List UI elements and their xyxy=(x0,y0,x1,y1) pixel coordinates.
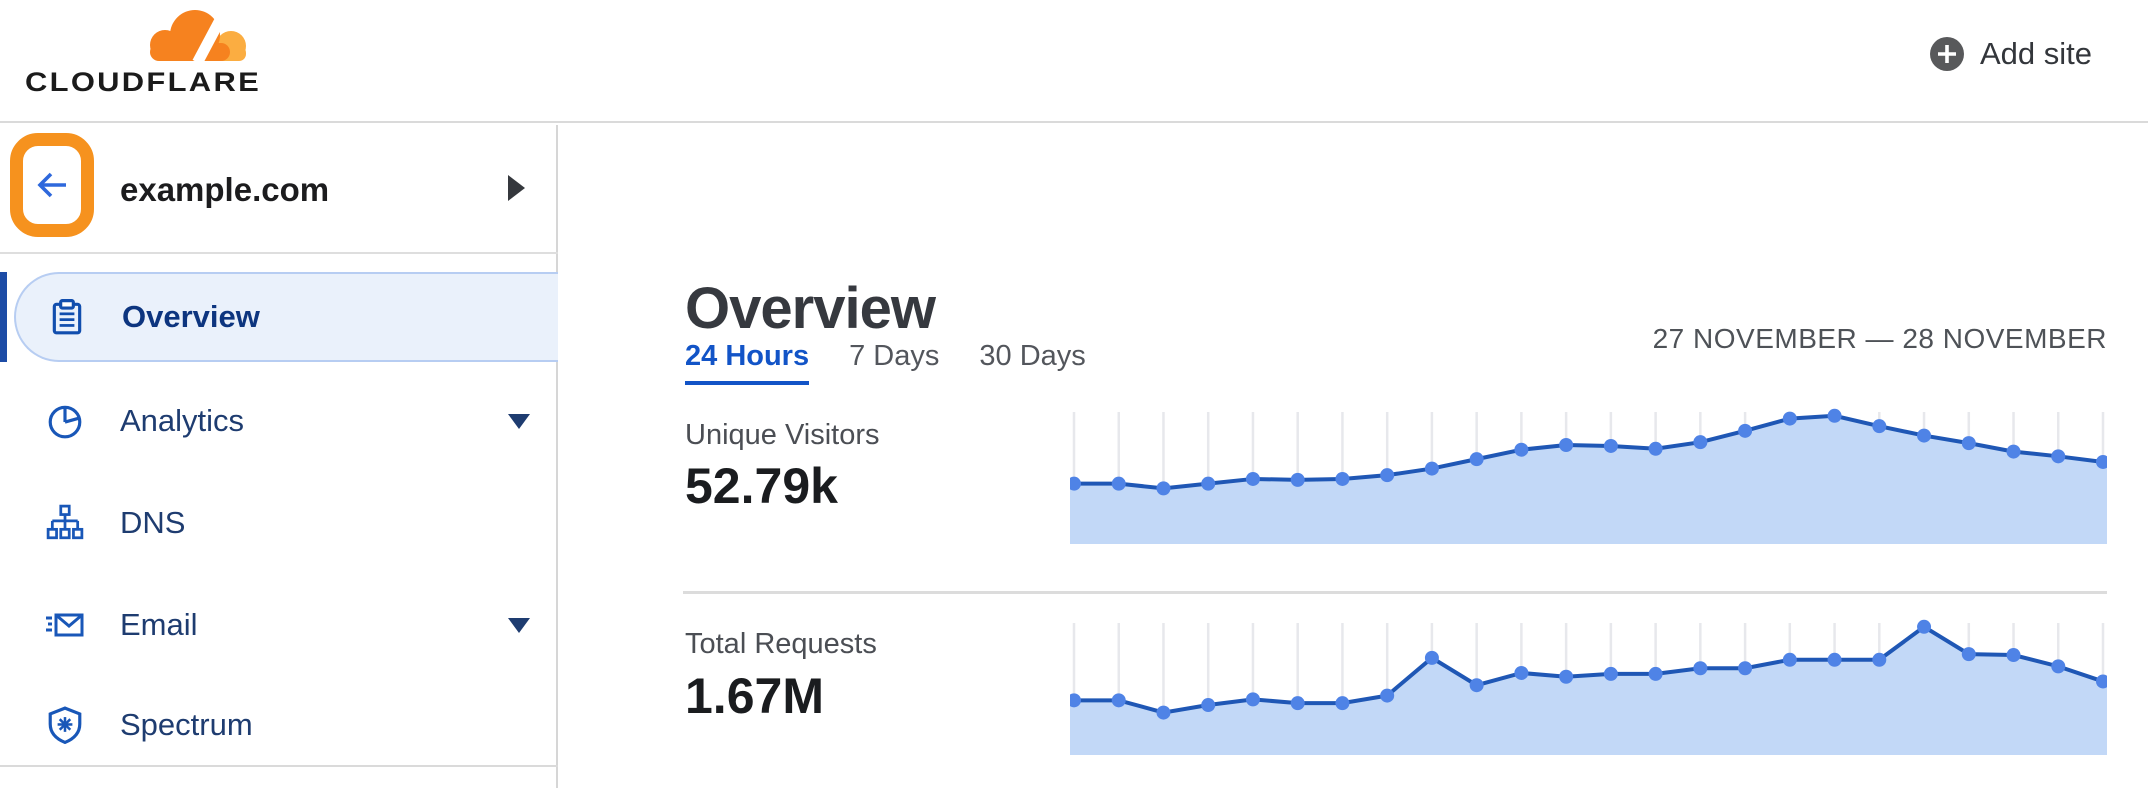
caret-right-icon[interactable] xyxy=(508,175,525,201)
tab-7-days[interactable]: 7 Days xyxy=(849,340,940,372)
row-divider xyxy=(683,591,2107,594)
page-title: Overview xyxy=(685,276,936,341)
sidebar-item-label: Overview xyxy=(122,299,260,334)
time-range-tabs: 24 Hours 7 Days 30 Days xyxy=(685,340,1086,385)
clipboard-icon xyxy=(47,297,87,337)
shield-icon xyxy=(45,705,85,745)
site-domain-label: example.com xyxy=(120,170,330,208)
total-requests-chart[interactable] xyxy=(1067,617,2110,759)
annotation-highlight-box xyxy=(10,133,94,237)
site-switcher-row[interactable]: example.com xyxy=(0,125,558,254)
cloudflare-cloud-icon xyxy=(150,10,246,66)
chevron-down-icon[interactable] xyxy=(508,617,530,633)
pie-chart-icon xyxy=(45,401,85,441)
dns-tree-icon xyxy=(45,503,85,543)
selected-item-accent-bar xyxy=(0,272,7,362)
total-requests-value: 1.67M xyxy=(685,668,824,724)
plus-circle-icon xyxy=(1929,37,1964,71)
tab-30-days[interactable]: 30 Days xyxy=(979,340,1086,372)
sidebar-item-overview[interactable]: Overview xyxy=(14,272,558,362)
unique-visitors-chart[interactable] xyxy=(1067,406,2110,548)
back-arrow-icon[interactable] xyxy=(30,163,74,207)
sidebar: example.com Overview Analytics xyxy=(0,125,558,788)
sidebar-item-label: Spectrum xyxy=(120,707,253,742)
cloudflare-logo-text: CLOUDFLARE xyxy=(25,67,261,96)
cloudflare-logo: CLOUDFLARE xyxy=(25,10,261,96)
add-site-button[interactable]: Add site xyxy=(1929,36,2092,72)
tab-24-hours[interactable]: 24 Hours xyxy=(685,340,810,385)
unique-visitors-value: 52.79k xyxy=(685,458,838,514)
sidebar-item-dns[interactable]: DNS xyxy=(0,481,558,565)
main-content: Overview 24 Hours 7 Days 30 Days 27 NOVE… xyxy=(560,125,2148,788)
sidebar-item-label: Analytics xyxy=(120,403,245,438)
email-icon xyxy=(45,605,85,645)
sidebar-item-spectrum[interactable]: Spectrum xyxy=(0,685,558,765)
sidebar-item-label: DNS xyxy=(120,505,186,540)
unique-visitors-label: Unique Visitors xyxy=(685,419,880,451)
date-range-label: 27 NOVEMBER — 28 NOVEMBER xyxy=(1652,323,2107,354)
top-header: CLOUDFLARE Add site xyxy=(0,0,2148,123)
sidebar-item-email[interactable]: Email xyxy=(0,583,558,667)
total-requests-label: Total Requests xyxy=(685,628,877,660)
sidebar-item-label: Email xyxy=(120,607,198,642)
chevron-down-icon[interactable] xyxy=(508,413,530,429)
sidebar-item-analytics[interactable]: Analytics xyxy=(0,379,558,463)
add-site-label: Add site xyxy=(1979,36,2092,71)
sidebar-section-divider xyxy=(0,765,558,767)
